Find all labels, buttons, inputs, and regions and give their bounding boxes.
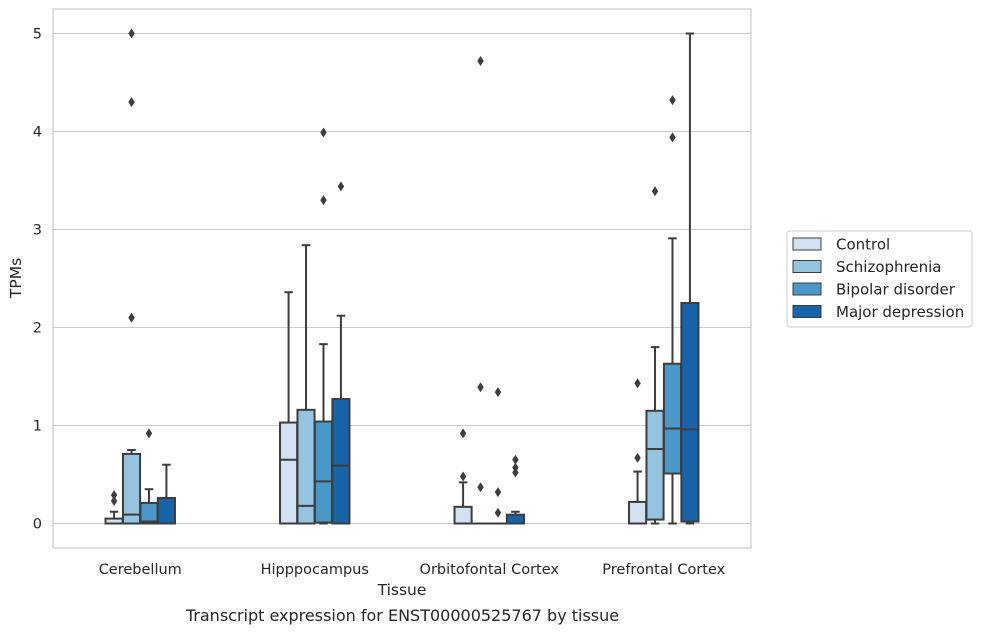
box: [680, 302, 700, 523]
outlier-point: [651, 186, 659, 197]
legend-swatch: [792, 282, 822, 296]
box: [662, 362, 683, 475]
outlier-point: [110, 490, 118, 501]
outlier-point: [512, 462, 519, 473]
x-axis-label: Tissue: [377, 581, 427, 599]
box: [313, 420, 334, 524]
outlier-point: [634, 378, 641, 389]
box: [156, 497, 176, 525]
outlier-point: [512, 454, 519, 465]
y-axis-label: TPMs: [7, 258, 25, 299]
outlier-point: [669, 95, 676, 106]
outlier-point: [320, 195, 327, 206]
y-tick-label: 1: [33, 419, 42, 435]
box: [628, 500, 648, 525]
legend-swatch: [792, 260, 822, 273]
outlier-point: [477, 482, 484, 493]
series-schizophrenia: [121, 28, 665, 525]
box: [645, 409, 665, 521]
box: [139, 501, 159, 525]
legend-label: Major depression: [836, 303, 964, 321]
outlier-point: [477, 55, 484, 66]
y-axis-ticks: 0 1 2 3 4 5: [33, 27, 42, 533]
series-bipolar-disorder: [139, 95, 683, 525]
legend-label: Control: [836, 236, 890, 254]
outlier-point: [337, 181, 345, 192]
series-major-depression: [156, 32, 700, 525]
outlier-point: [459, 471, 467, 482]
x-axis-ticks: Cerebellum Hipppocampus Orbitofontal Corte…: [99, 562, 726, 578]
x-tick-label: Prefrontal Cortex: [602, 562, 725, 578]
outlier-point: [494, 387, 502, 398]
legend-swatch: [792, 305, 822, 318]
box-series: [104, 28, 700, 525]
legend-frame: [786, 230, 973, 328]
outlier-point: [477, 382, 484, 393]
box: [279, 421, 299, 525]
box: [331, 398, 351, 525]
outlier-point: [669, 132, 676, 143]
legend: Control Schizophrenia Bipolar disorder Majo…: [786, 230, 973, 328]
legend-label: Bipolar disorder: [836, 281, 956, 299]
outlier-point: [494, 507, 502, 518]
box: [121, 452, 142, 525]
y-tick-label: 5: [33, 27, 42, 43]
x-tick-label: Cerebellum: [99, 562, 182, 578]
outlier-point: [494, 487, 502, 498]
box: [505, 513, 525, 525]
x-tick-label: Hipppocampus: [261, 562, 369, 578]
y-tick-label: 0: [33, 517, 42, 533]
y-tick-label: 2: [33, 321, 42, 337]
legend-label: Schizophrenia: [836, 258, 941, 276]
outlier-point: [145, 428, 153, 439]
box: [453, 505, 473, 525]
y-tick-label: 3: [33, 223, 42, 239]
x-tick-label: Orbitofontal Cortex: [420, 562, 560, 578]
outlier-point: [128, 97, 135, 108]
outlier-point: [128, 28, 135, 39]
y-tick-label: 4: [33, 125, 42, 141]
series-control: [104, 291, 648, 525]
outlier-point: [634, 452, 641, 463]
outlier-point: [110, 495, 118, 506]
outlier-point: [320, 127, 327, 138]
plot-frame: [52, 8, 752, 549]
outlier-point: [128, 312, 135, 323]
outlier-point: [459, 428, 467, 439]
figure-caption: Transcript expression for ENST0000052576…: [185, 606, 620, 625]
legend-swatch: [792, 237, 822, 251]
